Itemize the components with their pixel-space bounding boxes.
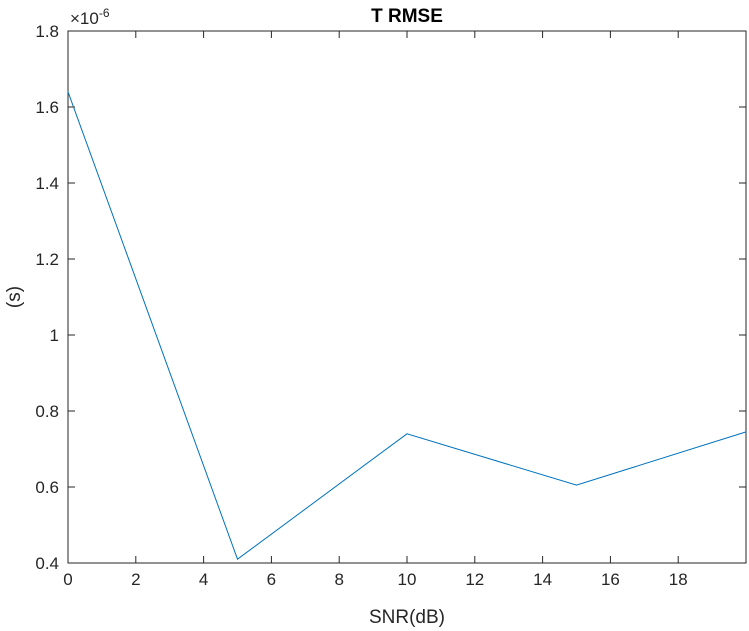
y-tick-label: 1 [50, 326, 59, 345]
y-tick-label: 1.2 [35, 250, 59, 269]
data-point [576, 484, 577, 486]
series-layer [67, 91, 747, 561]
x-tick-label: 2 [131, 570, 140, 589]
x-tick-label: 18 [669, 570, 688, 589]
x-tick-label: 4 [199, 570, 208, 589]
y-tick-label: 0.8 [35, 402, 59, 421]
chart-title: T RMSE [371, 6, 443, 27]
plot-area [67, 30, 747, 564]
y-tick-label: 1.6 [35, 98, 59, 117]
y-tick-label: 0.4 [35, 554, 59, 573]
y-exponent-label: ×10-6 [70, 6, 110, 28]
axis-ticks: 0 2 4 6 8 10 12 14 16 18 0.4 0.6 0.8 1 1.2 1.4 1.6 1.8 [35, 22, 746, 589]
x-tick-label: 6 [267, 570, 276, 589]
data-point [237, 558, 238, 560]
y-tick-label: 1.4 [35, 174, 59, 193]
x-tick-label: 14 [533, 570, 552, 589]
y-axis-label: (s) [4, 286, 25, 308]
data-point [406, 433, 408, 435]
series-line [67, 91, 747, 561]
x-axis-label: SNR(dB) [369, 607, 445, 628]
x-tick-label: 10 [398, 570, 417, 589]
data-point [67, 91, 69, 93]
y-exponent-power: -6 [99, 6, 110, 20]
y-tick-label: 1.8 [35, 22, 59, 41]
y-tick-label: 0.6 [35, 478, 59, 497]
x-tick-label: 16 [601, 570, 620, 589]
x-tick-label: 12 [465, 570, 484, 589]
x-tick-label: 8 [334, 570, 343, 589]
x-tick-label: 0 [63, 570, 72, 589]
data-point [745, 431, 747, 433]
